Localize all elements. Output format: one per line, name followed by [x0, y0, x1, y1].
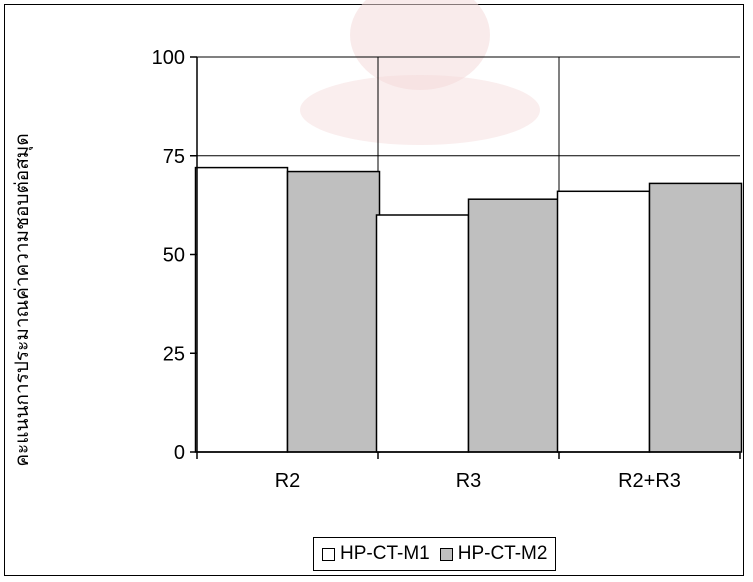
y-tick-label-4: 100 — [152, 47, 185, 69]
legend: HP-CT-M1 HP-CT-M2 — [313, 537, 557, 571]
y-axis-label: คะแนนการประมาณค่าความชอบต่อสมุด — [11, 133, 33, 467]
legend-swatch-1 — [322, 547, 335, 561]
bar-R3-HP-CT-M2 — [467, 198, 562, 453]
bar-R3-HP-CT-M1 — [375, 214, 470, 453]
x-tick-label-2: R2+R3 — [618, 470, 681, 492]
legend-item-2: HP-CT-M2 — [439, 543, 548, 565]
x-tick-label-0: R2 — [275, 470, 301, 492]
bar-R2+R3-HP-CT-M2 — [648, 182, 743, 453]
bar-R2-HP-CT-M1 — [194, 166, 289, 453]
y-tick-labels: 0 25 50 75 100 — [152, 47, 185, 464]
y-tick-label-0: 0 — [174, 442, 185, 464]
legend-item-1: HP-CT-M1 — [322, 543, 430, 565]
bar-R2+R3-HP-CT-M1 — [556, 190, 651, 453]
bar-R2-HP-CT-M2 — [286, 170, 381, 453]
legend-swatch-2 — [439, 547, 453, 561]
y-tick-label-1: 25 — [163, 343, 185, 365]
bars — [194, 166, 743, 453]
axes — [190, 56, 741, 459]
legend-label-1: HP-CT-M1 — [340, 543, 430, 564]
x-tick-label-1: R3 — [456, 470, 482, 492]
y-tick-label-3: 75 — [163, 146, 185, 168]
y-tick-label-2: 50 — [163, 245, 185, 267]
x-tick-labels: R2 R3 R2+R3 — [275, 470, 681, 492]
legend-label-2: HP-CT-M2 — [457, 543, 548, 564]
